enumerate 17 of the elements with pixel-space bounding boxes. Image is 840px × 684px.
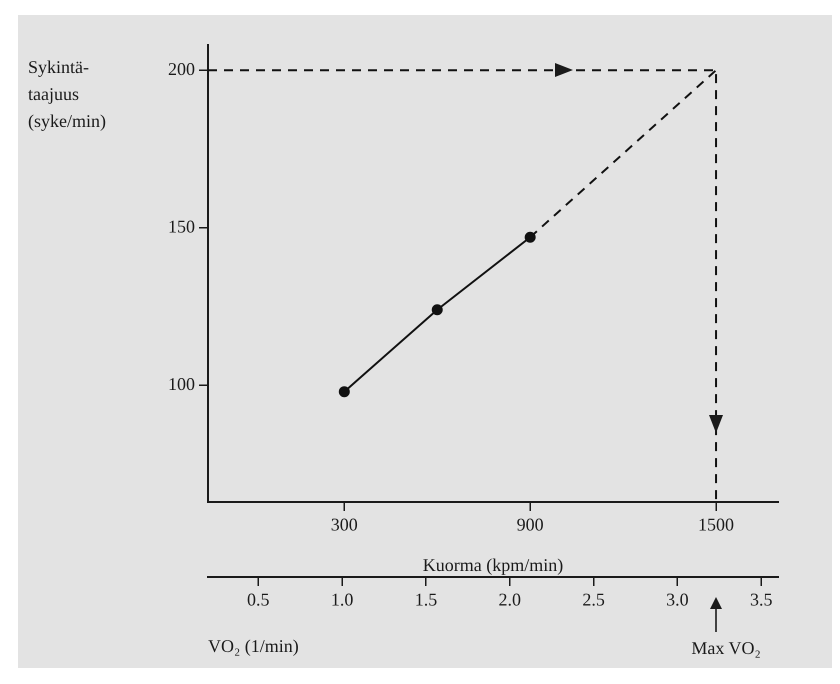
x-axis-title: Kuorma (kpm/min) [422,554,564,575]
y-tick-label: 150 [168,216,195,237]
x2-tick-label: 3.5 [750,590,772,610]
y-tick-label: 100 [168,374,195,394]
x2-tick-label: 2.0 [498,590,522,610]
x-tick-label: 1500 [698,514,734,535]
x2-axis-title: VO₂ (1/min) [208,636,299,656]
y-tick-label: 200 [168,58,195,79]
x-tick-label: 300 [330,514,358,535]
y-axis-title: Sykintä-taajuus (syke/min) [28,57,106,131]
x2-tick-label: 3.0 [666,590,689,610]
x2-tick-label: 0.5 [247,590,270,610]
x2-tick-label: 1.5 [414,590,438,610]
x2-tick-label: 2.5 [582,590,605,610]
x2-tick-label: 1.0 [330,590,354,610]
x-tick-label: 900 [516,514,544,535]
text: Max VO₂ [691,638,761,658]
